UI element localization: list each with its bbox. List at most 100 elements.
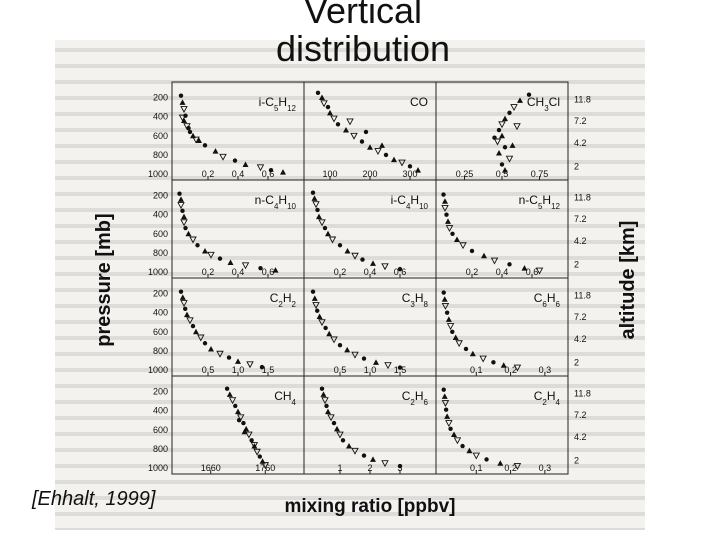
data-point bbox=[398, 159, 406, 167]
x-axis-label: mixing ratio [ppbv] bbox=[285, 496, 456, 517]
data-point bbox=[249, 438, 254, 443]
data-point bbox=[336, 431, 344, 439]
x-tick-label: 0.6 bbox=[262, 169, 275, 179]
pressure-tick-label: 800 bbox=[153, 150, 168, 160]
altitude-tick-label: 2 bbox=[574, 161, 579, 171]
data-point bbox=[448, 426, 453, 432]
data-point bbox=[460, 443, 465, 449]
pressure-tick-label: 400 bbox=[153, 308, 168, 318]
data-point bbox=[311, 195, 318, 201]
data-point bbox=[202, 143, 208, 148]
data-point bbox=[319, 386, 325, 391]
data-point bbox=[535, 267, 544, 275]
data-point bbox=[492, 135, 497, 140]
data-point bbox=[217, 256, 223, 261]
data-point bbox=[381, 263, 389, 271]
data-point bbox=[256, 164, 265, 172]
pressure-tick-label: 400 bbox=[153, 210, 168, 220]
scan-text-line bbox=[55, 256, 645, 260]
x-tick-label: 0.6 bbox=[262, 267, 275, 277]
data-point bbox=[383, 152, 389, 158]
y-axis-label: pressure [mb] bbox=[93, 213, 115, 346]
data-point bbox=[316, 213, 322, 220]
data-point bbox=[499, 132, 505, 139]
data-point bbox=[178, 93, 184, 98]
data-point bbox=[236, 418, 242, 423]
data-point bbox=[315, 308, 320, 313]
panel-c2h2: C2H2 0.5 1.0 1.5 bbox=[171, 277, 305, 377]
data-point bbox=[505, 155, 514, 163]
data-point bbox=[344, 346, 351, 353]
data-point bbox=[397, 365, 403, 370]
data-point bbox=[443, 407, 449, 412]
data-point bbox=[212, 148, 219, 154]
data-point bbox=[177, 191, 182, 196]
data-point bbox=[195, 243, 200, 248]
x-tick-label: 0.2 bbox=[202, 267, 215, 277]
data-point bbox=[318, 219, 326, 227]
data-point bbox=[272, 267, 279, 273]
panel-species-label: C2H6 bbox=[402, 389, 429, 407]
altitude-tick-label: 11.8 bbox=[574, 291, 591, 301]
data-point bbox=[319, 94, 325, 101]
data-point bbox=[226, 391, 233, 397]
panel-n-c5h12: n-C5H12 0.2 0.4 0.6 bbox=[435, 179, 569, 279]
panel-species-label: C3H8 bbox=[402, 291, 429, 309]
data-point bbox=[363, 129, 369, 135]
data-point bbox=[493, 138, 502, 146]
data-point bbox=[502, 167, 508, 173]
data-point bbox=[180, 208, 185, 214]
data-point bbox=[179, 99, 186, 105]
altitude-tick-label: 7.2 bbox=[574, 410, 587, 420]
data-point bbox=[502, 145, 508, 150]
x-tick-label: 0.2 bbox=[202, 169, 215, 179]
data-point bbox=[190, 323, 196, 329]
x-tick-label: 0.4 bbox=[364, 267, 377, 277]
data-point bbox=[280, 169, 286, 175]
x-tick-label: 0.3 bbox=[539, 365, 552, 375]
data-point bbox=[374, 148, 382, 156]
pressure-tick-label: 200 bbox=[153, 387, 168, 397]
panel-n-c4h10: n-C4H10 0.2 0.4 0.6 bbox=[171, 179, 305, 279]
pressure-tick-label: 200 bbox=[153, 191, 168, 201]
data-point bbox=[441, 393, 448, 399]
data-point bbox=[507, 110, 512, 116]
data-point bbox=[242, 161, 249, 167]
data-point bbox=[179, 294, 186, 300]
scan-text-line bbox=[55, 320, 645, 324]
data-point bbox=[253, 448, 261, 456]
pressure-tick-label: 600 bbox=[153, 229, 168, 239]
data-point bbox=[259, 364, 265, 370]
altitude-tick-label: 11.8 bbox=[574, 193, 591, 203]
data-point bbox=[316, 313, 323, 319]
data-point bbox=[261, 462, 270, 470]
data-point bbox=[325, 230, 331, 237]
panel-species-label: i-C5H12 bbox=[259, 95, 297, 113]
scan-text-line bbox=[55, 224, 645, 228]
data-point bbox=[178, 114, 187, 122]
data-point bbox=[208, 345, 214, 352]
x-tick-label: 0.6 bbox=[526, 267, 539, 277]
data-point bbox=[224, 386, 230, 391]
scan-text-line bbox=[55, 64, 645, 68]
data-point bbox=[315, 90, 321, 95]
panel-co: CO 100 200 300 bbox=[303, 81, 437, 181]
data-point bbox=[397, 266, 403, 272]
scan-text-line bbox=[55, 512, 645, 516]
data-point bbox=[207, 251, 215, 259]
pressure-tick-label: 1000 bbox=[148, 267, 168, 277]
data-point bbox=[202, 247, 208, 254]
scan-text-line bbox=[55, 288, 645, 292]
scan-text-line bbox=[55, 112, 645, 116]
x-tick-label: 0.5 bbox=[202, 365, 215, 375]
data-point bbox=[370, 260, 376, 266]
x-tick-label: 200 bbox=[362, 169, 377, 179]
data-point bbox=[337, 342, 343, 348]
data-point bbox=[183, 306, 188, 312]
slide-title: Vertical distribution bbox=[275, 0, 451, 69]
data-point bbox=[228, 397, 237, 405]
data-point bbox=[446, 323, 455, 330]
altitude-tick-label: 11.8 bbox=[574, 389, 591, 399]
data-point bbox=[379, 142, 385, 148]
